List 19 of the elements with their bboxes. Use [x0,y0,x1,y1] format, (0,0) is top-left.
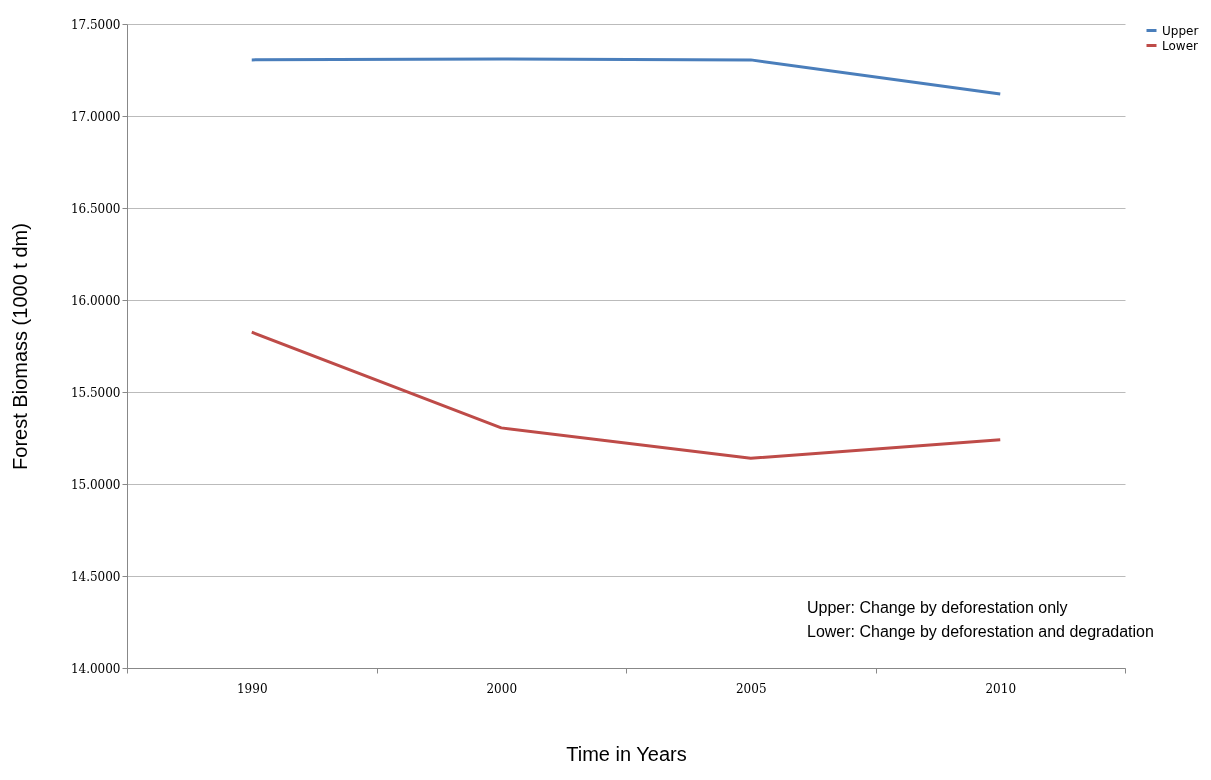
y-tick-label: 15.0000 [70,477,121,492]
y-tick-label: 17.5000 [70,17,121,32]
y-axis-title: Forest Biomass (1000 t dm) [8,223,31,470]
legend-label: Upper [1162,23,1199,38]
x-tick-label: 2010 [985,681,1017,696]
annotation: Upper: Change by deforestation only [807,599,1068,616]
y-tick-label: 15.5000 [70,385,121,400]
annotation: Lower: Change by deforestation and degradation [807,623,1154,640]
x-tick-label: 2000 [486,681,518,696]
y-tick-label: 14.5000 [70,569,121,584]
y-tick-label: 14.0000 [70,661,121,676]
legend-label: Lower [1162,38,1199,53]
y-tick-label: 16.0000 [70,293,121,308]
y-tick-label: 16.5000 [70,201,121,216]
line-series [250,330,1002,460]
x-tick-label: 2005 [735,681,767,696]
x-tick-label: 1990 [236,681,268,696]
y-tick-label: 17.0000 [70,109,121,124]
x-axis-title: Time in Years [566,742,687,765]
